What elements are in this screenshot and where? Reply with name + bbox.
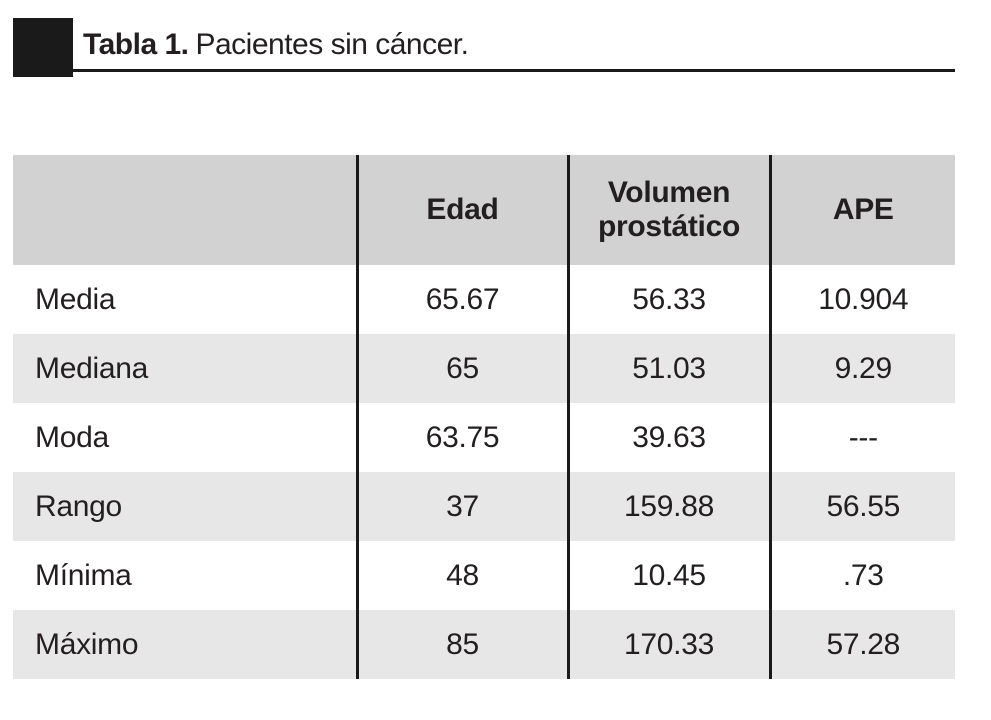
table-body: Media 65.67 56.33 10.904 Mediana 65 51.0… [13, 265, 955, 679]
cell-volumen: 159.88 [566, 472, 770, 541]
table-title: Tabla 1. Pacientes sin cáncer. [83, 28, 469, 61]
cell-edad: 63.75 [355, 403, 568, 472]
cell-volumen: 56.33 [566, 265, 770, 334]
table-title-number: Tabla 1. [83, 28, 189, 61]
cell-edad: 37 [355, 472, 568, 541]
cell-ape: 9.29 [768, 334, 955, 403]
table-row-rango: Rango 37 159.88 56.55 [13, 472, 955, 541]
cell-edad: 85 [355, 610, 568, 679]
table-header: Edad Volumen prostático APE [13, 155, 955, 265]
cell-ape: 56.55 [768, 472, 955, 541]
title-square-marker [13, 18, 73, 77]
row-label: Moda [13, 403, 357, 472]
cell-volumen: 170.33 [566, 610, 770, 679]
cell-edad: 65.67 [355, 265, 568, 334]
row-label: Mínima [13, 541, 357, 610]
cell-ape: --- [768, 403, 955, 472]
cell-edad: 48 [355, 541, 568, 610]
cell-volumen: 10.45 [566, 541, 770, 610]
header-cell-ape: APE [768, 155, 955, 265]
cell-volumen: 39.63 [566, 403, 770, 472]
table-row-mediana: Mediana 65 51.03 9.29 [13, 334, 955, 403]
table-row-media: Media 65.67 56.33 10.904 [13, 265, 955, 334]
cell-ape: .73 [768, 541, 955, 610]
table-title-caption: Pacientes sin cáncer. [195, 28, 469, 61]
cell-ape: 10.904 [768, 265, 955, 334]
row-label: Mediana [13, 334, 357, 403]
cell-volumen: 51.03 [566, 334, 770, 403]
title-underline [73, 69, 955, 72]
header-cell-volumen-prostatico: Volumen prostático [566, 155, 770, 265]
header-cell-blank [13, 155, 357, 265]
row-label: Rango [13, 472, 357, 541]
header-cell-edad: Edad [355, 155, 568, 265]
cell-edad: 65 [355, 334, 568, 403]
cell-ape: 57.28 [768, 610, 955, 679]
header-row: Edad Volumen prostático APE [13, 155, 955, 265]
row-label: Máximo [13, 610, 357, 679]
statistics-table: Edad Volumen prostático APE Media 65.67 … [13, 155, 955, 679]
table-row-maximo: Máximo 85 170.33 57.28 [13, 610, 955, 679]
row-label: Media [13, 265, 357, 334]
table-row-minima: Mínima 48 10.45 .73 [13, 541, 955, 610]
table-row-moda: Moda 63.75 39.63 --- [13, 403, 955, 472]
